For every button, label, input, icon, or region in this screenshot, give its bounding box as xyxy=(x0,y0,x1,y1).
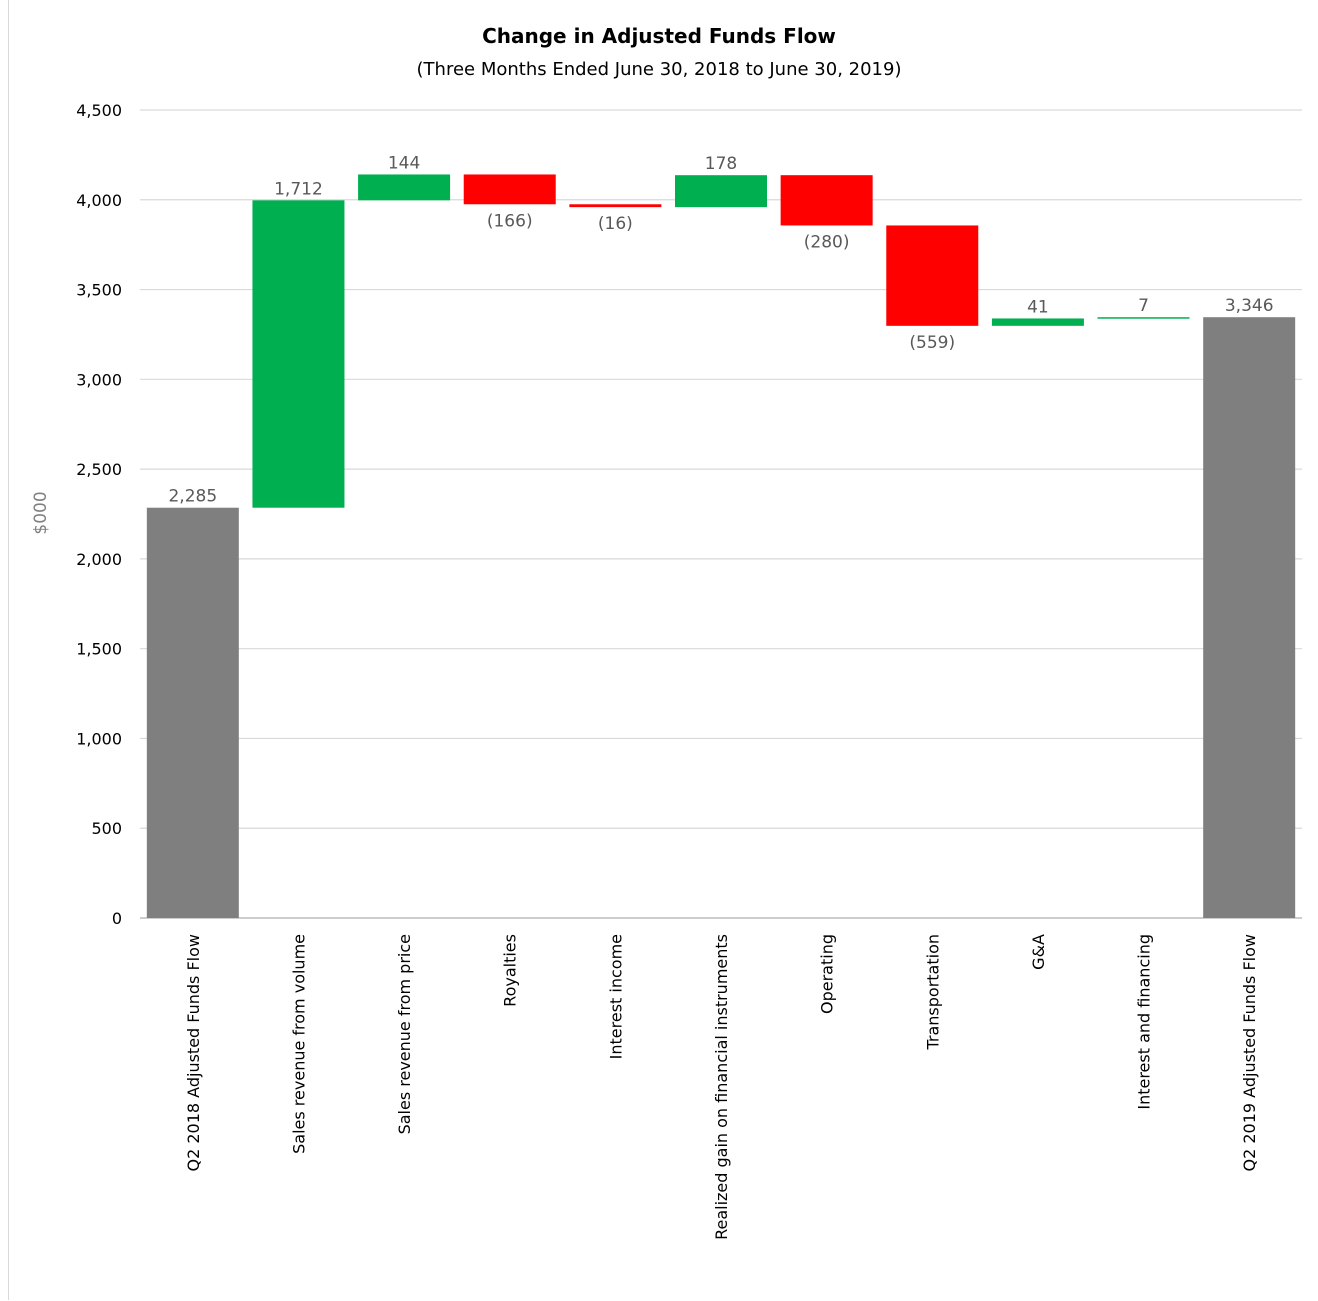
bar xyxy=(252,200,345,508)
data-label: (559) xyxy=(909,333,955,353)
data-labels: 2,285 1,712 144 (166) (16) 178 (280) (559) 41 7 3,… xyxy=(168,153,1273,506)
x-tick-label: Sales revenue from volume xyxy=(289,934,308,1154)
chart-subtitle: (Three Months Ended June 30, 2018 to Jun… xyxy=(416,59,902,80)
data-label: 144 xyxy=(388,153,420,173)
y-tick-label: 1,500 xyxy=(76,640,122,659)
bar xyxy=(675,175,767,208)
x-tick-label: Q2 2018 Adjusted Funds Flow xyxy=(184,934,203,1171)
bar xyxy=(886,225,979,326)
x-tick-label: Realized gain on financial instruments xyxy=(712,934,731,1240)
data-label: (280) xyxy=(804,232,850,252)
y-tick-label: 3,000 xyxy=(76,370,122,389)
x-axis: Q2 2018 Adjusted Funds Flow Sales revenue… xyxy=(184,934,1259,1240)
bar xyxy=(463,174,556,205)
bar xyxy=(1097,317,1190,319)
y-tick-label: 2,500 xyxy=(76,460,122,479)
y-axis: 0 500 1,000 1,500 2,000 2,500 3,000 3,500 4,000 4… xyxy=(76,101,1302,928)
y-tick-label: 4,500 xyxy=(76,101,122,120)
bars xyxy=(146,174,1296,918)
x-tick-label: Interest income xyxy=(606,934,625,1059)
y-axis-label: $000 xyxy=(31,491,51,534)
chart-title: Change in Adjusted Funds Flow xyxy=(482,24,836,48)
data-label: 178 xyxy=(705,154,737,174)
data-label: 3,346 xyxy=(1225,296,1274,316)
y-tick-label: 0 xyxy=(112,909,122,928)
data-label: 2,285 xyxy=(168,487,217,507)
y-tick-label: 3,500 xyxy=(76,281,122,300)
data-label: 7 xyxy=(1138,296,1149,316)
y-tick-label: 1,000 xyxy=(76,729,122,748)
x-tick-label: Interest and financing xyxy=(1135,934,1154,1110)
x-tick-label: Royalties xyxy=(501,934,520,1007)
y-tick-label: 500 xyxy=(91,819,122,838)
data-label: (166) xyxy=(487,211,533,231)
data-label: 1,712 xyxy=(274,179,323,199)
x-tick-label: Operating xyxy=(818,934,837,1014)
chart-frame xyxy=(8,0,1317,1300)
x-tick-label: G&A xyxy=(1029,934,1048,970)
bar xyxy=(1203,317,1296,918)
x-tick-label: Q2 2019 Adjusted Funds Flow xyxy=(1240,934,1259,1171)
y-tick-label: 4,000 xyxy=(76,191,122,210)
bar xyxy=(569,204,662,208)
bar xyxy=(780,175,873,226)
x-tick-label: Transportation xyxy=(923,934,942,1051)
bar xyxy=(991,318,1084,326)
y-tick-label: 2,000 xyxy=(76,550,122,569)
x-tick-label: Sales revenue from price xyxy=(395,934,414,1134)
data-label: 41 xyxy=(1027,297,1049,317)
data-label: (16) xyxy=(598,214,633,234)
bar xyxy=(146,507,239,918)
bar xyxy=(358,174,451,201)
